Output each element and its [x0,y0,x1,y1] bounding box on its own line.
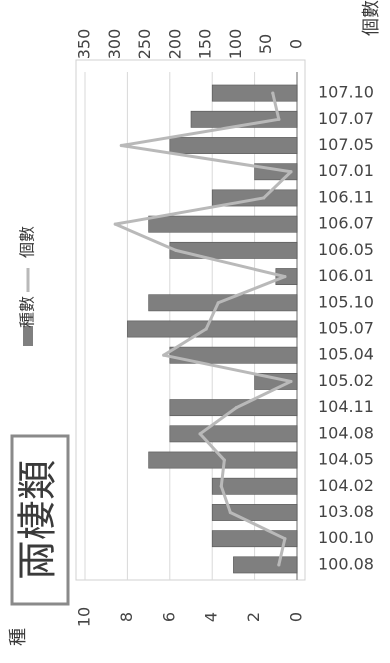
category-label: 105.02 [318,371,374,390]
line-point [289,379,293,384]
category-label: 107.10 [318,83,374,102]
line-point [283,274,287,279]
right-tick-label: 350 [75,29,94,60]
left-tick-label: 2 [244,612,263,622]
bar [169,399,298,417]
bar [211,504,298,521]
bar [148,215,298,233]
category-label: 105.07 [318,319,374,338]
category-labels: 107.10 107.07 107.05 107.01 106.11 106.07 106.… [318,83,374,574]
line-point [289,170,293,174]
right-tick-label: 300 [105,29,124,60]
bar [169,241,298,259]
line-point [119,143,123,148]
category-label: 105.10 [318,292,374,311]
left-tick-label: 10 [75,607,94,627]
legend-label-line: 個數 [18,226,37,258]
left-tick-label: 4 [202,612,221,622]
category-label: 106.07 [318,214,374,233]
line-point [234,406,239,410]
category-label: 104.08 [318,423,374,442]
category-label: 107.07 [318,109,374,128]
left-axis-ticks: 0 2 4 6 8 10 [75,607,306,627]
left-tick-label: 0 [287,612,306,622]
line-point [277,563,281,567]
left-tick-label: 6 [159,612,178,622]
left-tick-label: 8 [117,612,136,622]
line-point [271,91,275,95]
bar [211,477,298,495]
line-point [204,327,208,331]
category-label: 107.01 [318,161,374,180]
line-point [219,484,223,488]
right-tick-label: 0 [287,39,306,49]
category-label: 106.05 [318,240,374,259]
right-tick-label: 100 [226,29,245,60]
line-point [228,510,232,515]
title-box: 兩棲類 [10,434,70,606]
category-label: 105.04 [318,345,374,364]
bar-series [127,84,298,574]
bar [211,84,298,102]
line-point [283,537,287,541]
bar [148,294,298,312]
left-axis-label: 種 [8,628,29,646]
legend: 種數 個數 [18,226,37,346]
title-box-border [10,434,70,606]
category-label: 107.05 [318,135,374,154]
category-label: 100.10 [318,528,374,547]
line-point [198,432,202,436]
category-label: 104.05 [318,450,374,469]
category-label: 104.11 [318,397,374,416]
line-point [216,301,220,305]
legend-label-bar: 種數 [18,296,37,328]
line-point [262,196,266,200]
category-label: 100.08 [318,554,374,573]
right-tick-label: 200 [165,29,184,60]
bar [233,556,298,574]
line-point [162,353,166,357]
bar [127,320,298,338]
line-point [277,117,281,121]
line-point [174,248,178,252]
right-axis-label: 個數 [361,0,382,36]
right-axis-ticks: 0 50 100 150 200 250 300 350 [75,29,306,60]
category-label: 106.01 [318,266,374,285]
right-tick-label: 250 [135,29,154,60]
legend-swatch-bar [23,326,33,346]
category-label: 104.02 [318,476,374,495]
bar [190,110,298,128]
line-point [222,458,226,462]
chart-title: 兩棲類 [15,460,61,580]
line-series [113,91,293,567]
category-label: 106.11 [318,187,374,206]
line-point [113,222,117,226]
right-tick-label: 50 [256,34,275,54]
category-label: 103.08 [318,502,374,521]
bar [169,137,298,154]
right-tick-label: 150 [196,29,215,60]
bar [169,425,298,443]
